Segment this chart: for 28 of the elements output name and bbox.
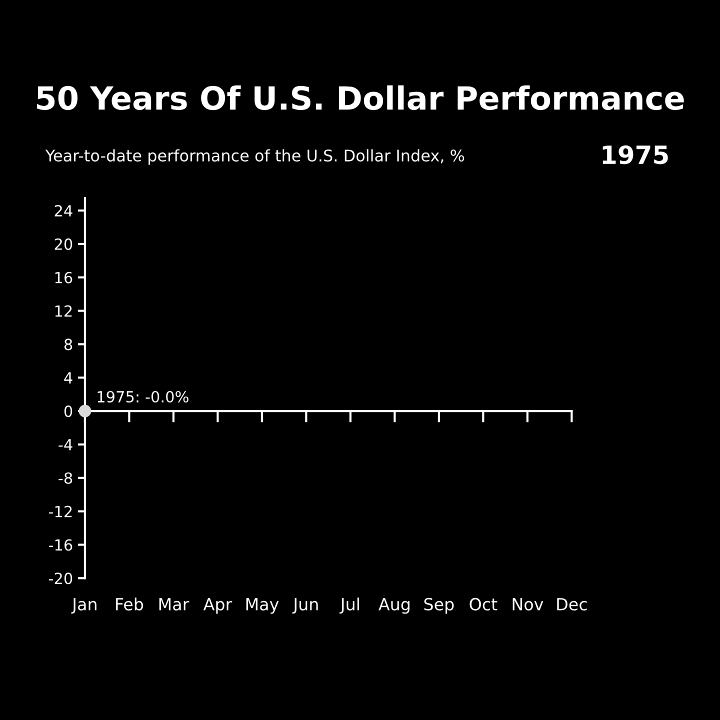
x-tick-label: Mar [159, 598, 190, 611]
y-tick-label: 8 [64, 338, 72, 350]
y-tick-label: 16 [55, 272, 72, 284]
y-tick-label: 20 [54, 238, 72, 250]
x-tick-label: May [246, 598, 279, 614]
y-tick-label: -4 [58, 439, 72, 450]
y-tick-label: 24 [54, 205, 72, 216]
chart-subtitle: Year-to-date performance of the U.S. Dollar Index, % [45, 149, 464, 165]
y-tick-label: 0 [64, 406, 72, 418]
x-tick-label: Aug [378, 598, 410, 614]
x-tick-label: Jun [292, 598, 318, 614]
x-tick-label: Feb [116, 598, 144, 611]
y-tick-label: 4 [64, 372, 72, 384]
y-tick-label: -16 [48, 539, 72, 551]
x-tick-label: Oct [470, 598, 498, 611]
chart-title: 50 Years Of U.S. Dollar Performance [37, 85, 684, 110]
y-tick-label: -20 [48, 572, 72, 584]
x-tick-label: Nov [512, 598, 544, 611]
text: 1975 [602, 145, 668, 164]
x-tick-label: Apr [203, 598, 232, 614]
x-tick-label: Sep [424, 598, 454, 614]
x-tick-label: Jul [340, 598, 359, 614]
y-tick-label: -8 [58, 472, 72, 484]
data-label: 1975: -0.0% [98, 390, 188, 403]
y-tick-label: 12 [55, 305, 72, 317]
y-tick-label: -12 [48, 506, 72, 518]
x-tick-label: Dec [557, 598, 587, 611]
x-tick-label: Jan [71, 598, 96, 614]
